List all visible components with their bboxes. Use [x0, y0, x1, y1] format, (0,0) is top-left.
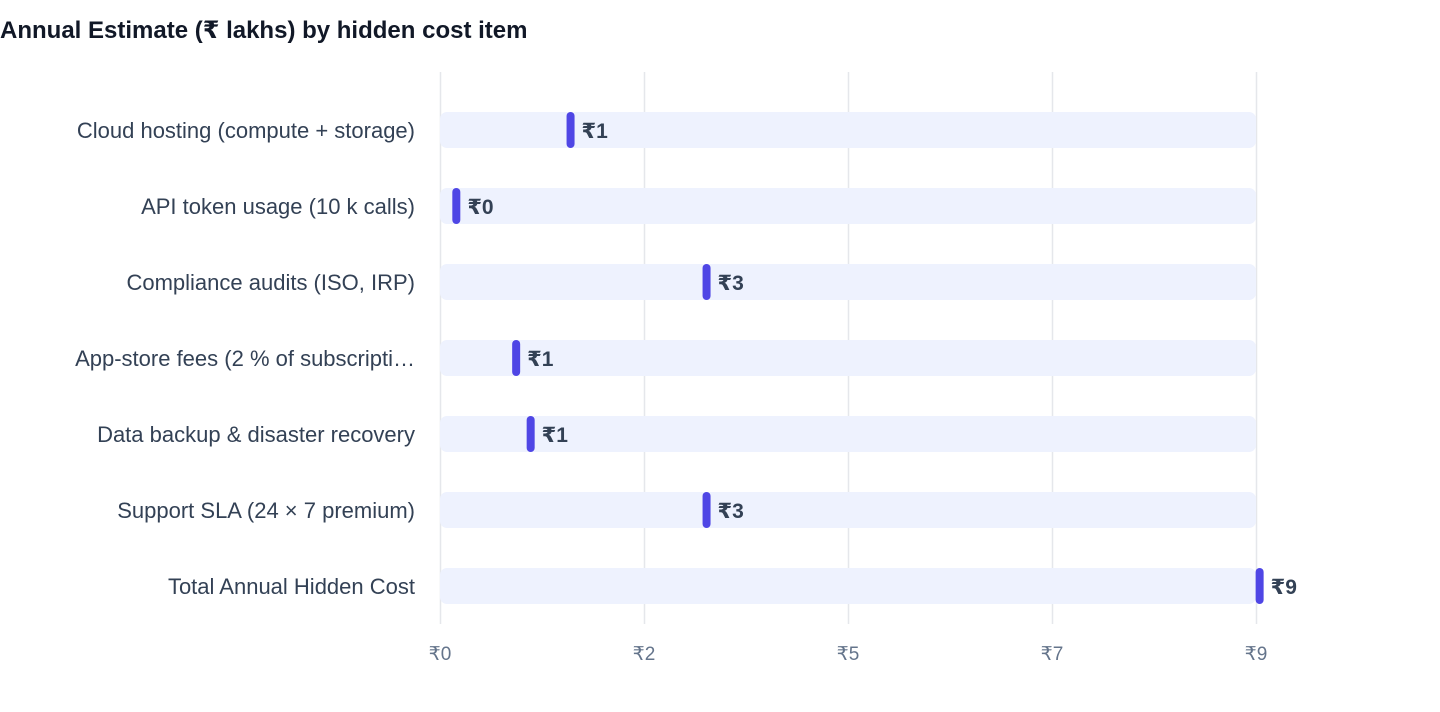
- value-labels: ₹1 ₹0 ₹3 ₹1 ₹1 ₹3 ₹9: [467, 120, 1297, 599]
- x-axis-ticks: ₹0 ₹2 ₹5 ₹7 ₹9: [429, 644, 1268, 665]
- value-label: ₹9: [1271, 576, 1297, 599]
- x-tick-label: ₹9: [1245, 644, 1268, 665]
- category-label: Compliance audits (ISO, IRP): [126, 270, 415, 295]
- category-label: API token usage (10 k calls): [141, 194, 415, 219]
- bar-track: [440, 340, 1256, 376]
- value-label: ₹0: [467, 196, 493, 219]
- value-marker: [512, 340, 521, 376]
- value-label: ₹1: [582, 120, 609, 143]
- value-label: ₹3: [718, 272, 744, 295]
- x-tick-label: ₹5: [837, 644, 860, 665]
- value-label: ₹3: [718, 500, 744, 523]
- value-label: ₹1: [527, 348, 554, 371]
- value-markers: [452, 112, 1264, 604]
- value-marker: [702, 264, 711, 300]
- bar-track: [440, 188, 1256, 224]
- value-label: ₹1: [542, 424, 569, 447]
- value-marker: [526, 416, 535, 452]
- value-marker: [566, 112, 575, 148]
- value-marker: [702, 492, 711, 528]
- category-label: App-store fees (2 % of subscripti…: [75, 346, 415, 371]
- category-label: Cloud hosting (compute + storage): [77, 118, 415, 143]
- x-tick-label: ₹0: [429, 644, 452, 665]
- category-label: Data backup & disaster recovery: [97, 422, 415, 447]
- category-label: Support SLA (24 × 7 premium): [117, 498, 415, 523]
- bar-track: [440, 264, 1256, 300]
- bar-tracks: [440, 112, 1256, 604]
- x-tick-label: ₹2: [633, 644, 656, 665]
- bar-track: [440, 112, 1256, 148]
- value-marker: [1255, 568, 1264, 604]
- category-label: Total Annual Hidden Cost: [168, 574, 415, 599]
- bar-track: [440, 568, 1256, 604]
- value-marker: [452, 188, 461, 224]
- x-tick-label: ₹7: [1041, 644, 1064, 665]
- chart-title: Annual Estimate (₹ lakhs) by hidden cost…: [0, 17, 528, 44]
- bar-track: [440, 492, 1256, 528]
- bar-track: [440, 416, 1256, 452]
- category-labels: Cloud hosting (compute + storage) API tok…: [75, 118, 415, 599]
